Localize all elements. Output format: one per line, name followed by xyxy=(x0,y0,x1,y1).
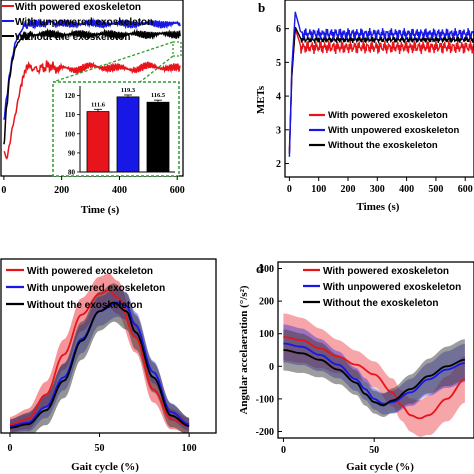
panel-d-legend: With powered exoskeleton With unpowered … xyxy=(303,266,461,309)
panel-c-series xyxy=(9,273,190,433)
inset-value-label-powered: 111.6 xyxy=(91,101,106,108)
panel-d-xticks: 0 50 xyxy=(281,438,379,456)
x-tick-label-200: 200 xyxy=(54,185,69,196)
x-tick-label-600: 600 xyxy=(170,185,185,196)
series-line-unpowered xyxy=(3,17,181,120)
x-tick-label-200: 200 xyxy=(341,184,356,195)
panel-d-frame xyxy=(277,261,474,439)
legend-label-without: Without the exoskeleton xyxy=(328,140,438,151)
x-tick-label-0: 0 xyxy=(1,185,6,196)
x-tick-label-0: 0 xyxy=(281,445,286,456)
legend-label-unpowered: With unpowered exoskeleton xyxy=(15,17,153,28)
panel-c-xlabel: Gait cycle (%) xyxy=(71,461,139,473)
panel-b-xlabel: Times (s) xyxy=(357,201,400,213)
x-tick-label-500: 500 xyxy=(428,184,443,195)
series-line-unpowered xyxy=(288,11,474,157)
mean-line-without xyxy=(9,301,190,429)
legend-label-powered: With powered exoskeleton xyxy=(323,266,449,277)
x-tick-label-400: 400 xyxy=(112,185,127,196)
mean-line-powered xyxy=(283,336,466,420)
panel-b-letter: b xyxy=(258,0,265,15)
panel-a-legend: With powered exoskeleton With unpowered … xyxy=(2,2,153,43)
panel-c: With powered exoskeleton With unpowered … xyxy=(0,258,217,473)
panel-b-legend: With powered exoskeleton With unpowered … xyxy=(309,110,460,151)
y-tick-label-0: 0 xyxy=(269,362,274,373)
y-tick-label--100: -100 xyxy=(256,394,274,405)
legend-label-unpowered: With unpowered exoskeleton xyxy=(323,282,461,293)
panel-c-xticks: 0 50 100 xyxy=(7,433,197,454)
series-line-powered xyxy=(288,28,474,151)
panel-c-legend: With powered exoskeleton With unpowered … xyxy=(6,266,165,311)
inset-bar-powered xyxy=(86,111,110,173)
panel-b-series xyxy=(288,11,474,157)
inset-value-label-without: 116.5 xyxy=(151,92,166,99)
inset-y-tick-label-120: 120 xyxy=(65,92,76,100)
legend-label-powered: With powered exoskeleton xyxy=(27,266,153,277)
panel-b-yticks: 6 5 4 3 2 xyxy=(276,24,289,170)
panel-b: b 6 5 4 3 2 0 100 200 300 400 500 600 METs Times (… xyxy=(255,0,474,213)
x-tick-label-100: 100 xyxy=(311,184,326,195)
legend-label-powered: With powered exoskeleton xyxy=(328,110,448,121)
y-tick-label-100: 100 xyxy=(259,329,274,340)
y-tick-label-5: 5 xyxy=(276,58,281,69)
y-tick-label-6: 6 xyxy=(276,24,281,35)
y-tick-label-3: 3 xyxy=(276,125,281,136)
inset-y-tick-label-110: 110 xyxy=(65,111,76,119)
inset-plot: 120 110 100 90 80 111.6 119.3 116.5 xyxy=(65,86,175,177)
inset-y-tick-label-90: 90 xyxy=(68,149,76,157)
legend-label-without: Without the exoskeleton xyxy=(323,298,438,309)
panel-a-xlabel: Time (s) xyxy=(81,204,120,216)
inset-y-tick-label-100: 100 xyxy=(65,130,76,138)
inset-y-tick-label-80: 80 xyxy=(68,169,76,177)
y-tick-label-300: 300 xyxy=(259,264,274,275)
x-tick-label-0: 0 xyxy=(287,184,292,195)
inset-value-label-unpowered: 119.3 xyxy=(121,87,136,94)
inset-connector-left xyxy=(52,41,174,83)
panel-a: With powered exoskeleton With unpowered … xyxy=(0,0,185,216)
legend-label-unpowered: With unpowered exoskeleton xyxy=(27,283,165,294)
inset-bar-without xyxy=(146,101,170,173)
legend-label-without: Without the exoskeleton xyxy=(15,32,130,43)
panel-d-letter: d xyxy=(256,261,264,276)
x-tick-label-50: 50 xyxy=(95,443,105,454)
legend-label-unpowered: With unpowered exoskeleton xyxy=(328,125,460,136)
panel-a-xticks: 0 200 400 600 xyxy=(1,176,185,196)
inset-bar-unpowered xyxy=(116,96,140,173)
panel-d-ylabel: Angular accelaeration (°/s²) xyxy=(238,285,250,414)
y-tick-label-200: 200 xyxy=(259,297,274,308)
panel-c-frame xyxy=(0,258,217,434)
x-tick-label-300: 300 xyxy=(370,184,385,195)
panel-d-yticks: 300 200 100 0 -100 -200 xyxy=(256,264,282,438)
x-tick-label-100: 100 xyxy=(182,443,197,454)
legend-label-without: Without the exoskeleton xyxy=(27,300,142,311)
inset-connector-right xyxy=(139,55,174,83)
panel-d-xlabel: Gait cycle (%) xyxy=(346,461,414,473)
x-tick-label-50: 50 xyxy=(369,445,379,456)
y-tick-label--200: -200 xyxy=(256,427,274,438)
panel-b-xticks: 0 100 200 300 400 500 600 xyxy=(287,177,473,195)
x-tick-label-400: 400 xyxy=(399,184,414,195)
legend-label-powered: With powered exoskeleton xyxy=(15,2,141,13)
mean-line-without xyxy=(283,349,465,407)
panel-a-inset: 120 110 100 90 80 111.6 119.3 116.5 xyxy=(52,41,182,177)
mean-line-unpowered xyxy=(283,342,465,405)
panel-b-frame xyxy=(284,0,474,178)
y-tick-label-4: 4 xyxy=(276,92,281,103)
panel-d: d 300 200 100 0 -100 -200 0 50 Angular accelae… xyxy=(238,261,474,473)
inset-source-region xyxy=(172,41,182,57)
mean-line-powered xyxy=(9,289,190,427)
series-line-powered xyxy=(3,60,181,160)
y-tick-label-2: 2 xyxy=(276,159,281,170)
panel-d-series xyxy=(283,313,466,437)
panel-b-ylabel: METs xyxy=(255,85,267,114)
series-line-without xyxy=(3,27,181,145)
x-tick-label-0: 0 xyxy=(7,443,12,454)
x-tick-label-600: 600 xyxy=(458,184,473,195)
panel-a-series xyxy=(3,17,181,160)
